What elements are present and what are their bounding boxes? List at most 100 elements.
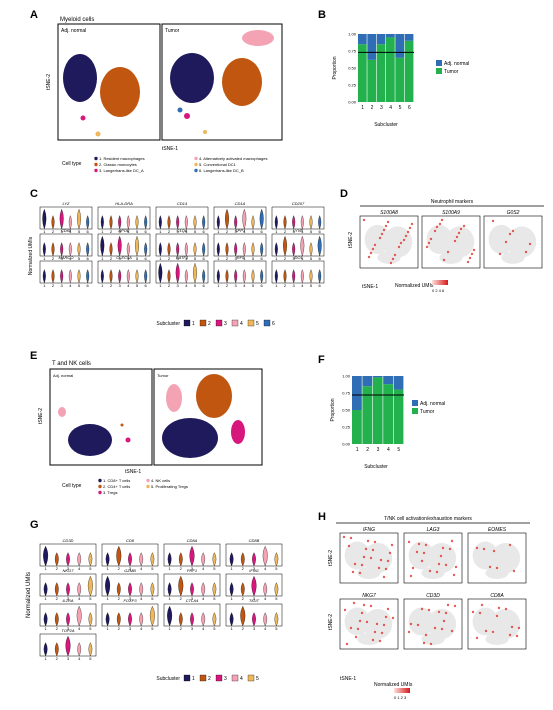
c-violin-2-1	[158, 215, 162, 230]
h-feature-dot-1-6	[439, 554, 443, 558]
g-gene-label-10: CTLA4	[186, 598, 199, 603]
g-violin-xtick-12-5: 5	[89, 656, 92, 661]
e-legend-dot-2	[98, 490, 102, 495]
d-feature-dot-0-14	[380, 232, 384, 236]
g-sub-legend-swatch-5	[247, 674, 255, 682]
b-legend-swatch-0	[436, 60, 442, 66]
g-sub-legend-swatch-4	[231, 674, 239, 682]
d-feature-dot-2-8	[504, 240, 508, 244]
g-violin-0-4	[77, 552, 82, 567]
a-legend-dot-5	[194, 168, 198, 173]
h-feature-dot-3-11	[382, 623, 386, 627]
g-violin-xtick-8-1: 1	[44, 626, 47, 631]
c-violin-xtick-5-2: 2	[52, 256, 55, 261]
h-feature-dot-0-4	[390, 543, 394, 547]
c-violin-xtick-7-3: 3	[177, 256, 180, 261]
c-violin-3-2	[225, 208, 229, 230]
g-violin-0-3	[66, 552, 70, 567]
panel-e-legend-title: Cell type	[62, 483, 82, 489]
c-violin-xtick-1-3: 3	[119, 229, 122, 234]
panel-d-xlabel: tSNE-1	[362, 284, 378, 290]
h-feature-dot-4-10	[420, 607, 424, 611]
c-violin-xtick-6-3: 3	[119, 256, 122, 261]
panel-e-xlabel: tSNE-1	[125, 469, 141, 475]
c-sub-legend-swatch-5	[247, 319, 255, 327]
c-sub-legend-label-3: 3	[224, 321, 227, 327]
g-violin-10-3	[190, 612, 194, 627]
c-violin-14-3	[292, 269, 296, 284]
h-feature-bg-2-0	[472, 541, 499, 570]
c-violin-14-5	[309, 269, 313, 284]
c-violin-13-6	[260, 269, 264, 284]
g-gene-label-4: NKG7	[63, 568, 75, 573]
d-feature-dot-0-15	[367, 255, 371, 259]
c-violin-4-2	[283, 215, 287, 230]
b-legend-label-0: Adj. normal	[444, 61, 469, 67]
h-feature-bg-1-1	[427, 543, 457, 573]
panel-h-xlabel: tSNE-1	[340, 676, 356, 682]
c-violin-xtick-6-4: 4	[127, 256, 130, 261]
h-feature-dot-4-6	[422, 641, 426, 645]
c-violin-xtick-6-2: 2	[110, 256, 113, 261]
c-violin-9-1	[274, 242, 278, 257]
g-violin-xtick-8-3: 3	[67, 626, 70, 631]
h-feature-label-3: NKG7	[362, 593, 376, 599]
a-legend-label-3: 4. Alternatively activated macrophages	[199, 156, 267, 161]
c-violin-xtick-9-5: 5	[310, 256, 313, 261]
g-violin-3-4	[262, 545, 268, 567]
c-violin-10-6	[86, 269, 90, 284]
h-feature-dot-4-7	[409, 622, 413, 626]
panel-h-colorbar-ticks: 0 1 2 3	[394, 695, 407, 700]
panel-a-cluster-6-tumor	[177, 107, 183, 113]
h-feature-dot-0-7	[351, 570, 355, 574]
c-violin-1-2	[109, 215, 113, 230]
c-violin-xtick-9-6: 6	[319, 256, 322, 261]
g-violin-xtick-11-5: 5	[275, 626, 278, 631]
c-violin-13-3	[234, 269, 238, 284]
g-violin-xtick-12-4: 4	[78, 656, 81, 661]
g-violin-xtick-11-4: 4	[264, 626, 267, 631]
g-violin-6-4	[201, 582, 206, 597]
h-feature-label-2: EOMES	[488, 527, 507, 533]
h-feature-dot-1-5	[452, 573, 456, 577]
c-sub-legend-label-4: 4	[240, 321, 243, 327]
g-violin-xtick-2-5: 5	[213, 566, 216, 571]
panel-f: F Proportion Subcluster 1 2 3 4 5 0.00 0.25 0.5…	[318, 354, 445, 470]
a-legend-label-4: 5. Conventional DC1	[199, 162, 237, 167]
g-violin-xtick-4-3: 3	[67, 596, 70, 601]
b-bar-tumor-6	[404, 40, 414, 102]
f-legend-swatch-0	[412, 400, 418, 406]
h-feature-bg-2-2	[485, 567, 509, 579]
g-violin-10-1	[167, 605, 173, 627]
g-violin-1-2	[116, 545, 122, 567]
g-violin-xtick-2-3: 3	[191, 566, 194, 571]
e-legend-label-2: 3. Tregs	[103, 490, 117, 495]
g-gene-label-1: CD8	[126, 538, 135, 543]
h-feature-dot-1-12	[411, 566, 415, 570]
c-violin-9-3	[292, 242, 296, 257]
g-violin-4-3	[66, 582, 70, 597]
b-bar-adj-normal-3	[376, 34, 386, 45]
d-feature-dot-1-19	[438, 222, 442, 226]
c-violin-xtick-3-3: 3	[235, 229, 238, 234]
c-violin-2-5	[193, 215, 197, 230]
d-feature-dot-1-14	[453, 239, 457, 243]
h-feature-label-5: CD8A	[490, 593, 504, 599]
b-xtick-3: 3	[380, 105, 383, 111]
f-xtick-2: 2	[366, 447, 369, 453]
panel-h-title: T/NK cell activation/exhaustion markers	[384, 516, 472, 522]
d-feature-dot-2-18	[524, 250, 528, 254]
g-violin-4-5	[87, 575, 93, 597]
g-violin-xtick-0-3: 3	[67, 566, 70, 571]
d-feature-dot-0-1	[399, 241, 403, 245]
c-sub-legend-label-2: 2	[208, 321, 211, 327]
g-violin-10-4	[201, 612, 206, 627]
c-violin-xtick-10-2: 2	[52, 283, 55, 288]
panel-g: G Normalized UMIs CD3D 1 2 3 4 5 CD8 1 2 3 4 5 CD8A 1…	[26, 519, 283, 682]
d-feature-bg-1-2	[439, 251, 463, 264]
panel-a-letter: A	[30, 9, 38, 21]
c-violin-xtick-14-2: 2	[284, 283, 287, 288]
panel-d-legend-title: Normalized UMIs	[395, 283, 434, 289]
c-gene-label-9: LYVE	[293, 228, 303, 233]
